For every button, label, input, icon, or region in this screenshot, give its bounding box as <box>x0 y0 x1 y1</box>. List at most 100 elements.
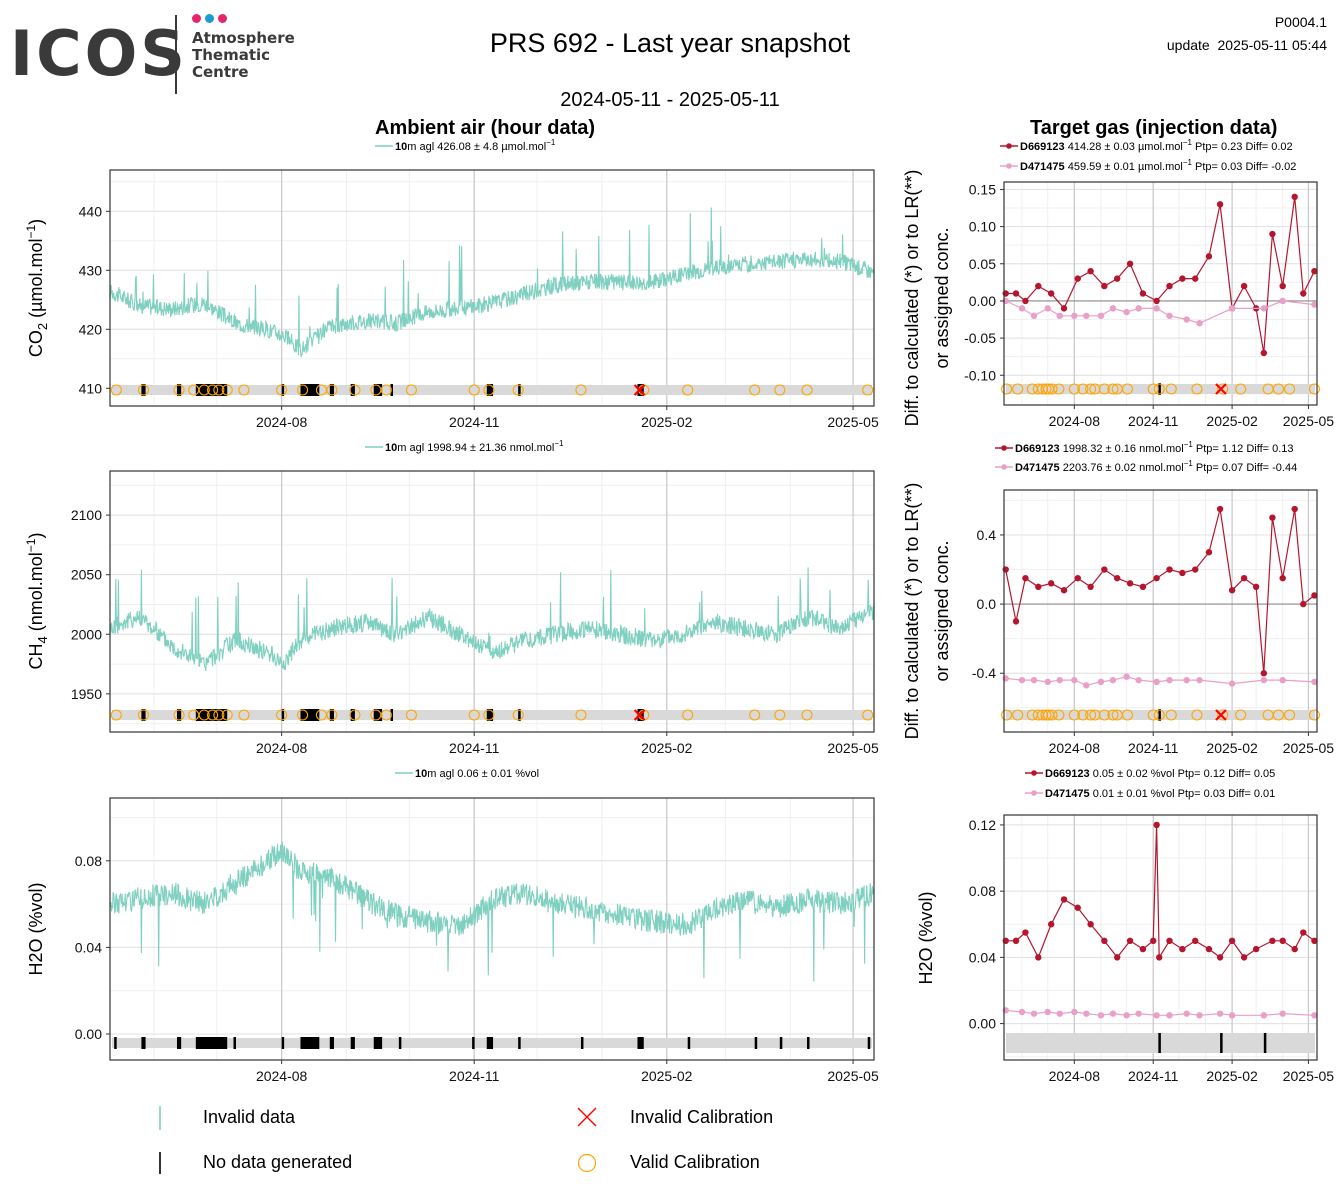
x-tick-label: 2025-05 <box>1283 740 1335 756</box>
no-data-marker <box>141 384 146 396</box>
valid-calibration-marker <box>238 384 250 396</box>
series-line <box>109 207 875 358</box>
valid-calibration-marker <box>575 709 587 721</box>
no-data-marker <box>141 709 146 721</box>
y-tick-label: 0.12 <box>969 817 996 833</box>
series-point <box>1166 676 1173 684</box>
series-point <box>1216 505 1224 513</box>
invalid-calibration-icon <box>577 1107 597 1127</box>
series-point <box>1252 583 1260 590</box>
valid-calibration-marker <box>512 709 524 721</box>
ambient-section-title: Ambient air (hour data) <box>375 117 596 139</box>
series-point <box>1123 1012 1130 1019</box>
series-point <box>1311 678 1318 686</box>
no-data-marker <box>141 1037 146 1049</box>
legend-swatch-dot <box>1031 790 1037 796</box>
no-data-marker <box>329 384 334 396</box>
series-point <box>1044 678 1051 686</box>
series-point <box>1166 1012 1173 1019</box>
series-point <box>1044 1008 1051 1016</box>
plot-panel <box>110 170 874 406</box>
no-data-marker <box>281 1037 285 1049</box>
no-data-marker <box>176 1037 182 1049</box>
svg-text:CO2 (µmol.mol−1): CO2 (µmol.mol−1) <box>24 219 50 357</box>
series-point <box>1205 549 1213 556</box>
series-point <box>1022 929 1029 936</box>
no-data-marker <box>486 1037 494 1049</box>
y-tick-label: 0.15 <box>969 181 996 197</box>
x-tick-label: 2024-11 <box>1128 413 1179 429</box>
valid-calibration-marker <box>862 384 874 396</box>
x-tick-label: 2025-02 <box>1206 1068 1258 1084</box>
valid-calibration-marker <box>110 384 122 396</box>
series-point <box>1166 282 1173 290</box>
valid-calibration-marker <box>405 709 417 721</box>
valid-calibration-marker <box>326 709 338 721</box>
valid-calibration-marker <box>1077 709 1089 721</box>
y-tick-label: 0.0 <box>977 596 997 612</box>
series-point <box>1109 676 1117 684</box>
valid-calibration-marker <box>349 709 361 721</box>
series-point <box>1087 921 1094 928</box>
page-title: PRS 692 - Last year snapshot <box>489 28 851 58</box>
no-data-marker <box>350 384 355 396</box>
valid-calibration-marker <box>483 384 495 396</box>
no-data-marker <box>1220 1033 1223 1053</box>
no-data-marker <box>472 1037 475 1049</box>
valid-calibration-marker <box>1077 383 1089 395</box>
series-point <box>1126 580 1134 587</box>
series-line <box>109 841 875 982</box>
series-point <box>1192 275 1199 282</box>
y-tick-label: 2000 <box>71 626 102 642</box>
valid-calibration-marker <box>1037 383 1049 395</box>
no-data-marker <box>373 1037 383 1049</box>
series-point <box>1056 1010 1063 1017</box>
legend-swatch-dot <box>1006 163 1012 169</box>
series-point <box>1087 268 1094 275</box>
series-point <box>1179 569 1186 577</box>
series-point <box>1101 566 1108 573</box>
series-point <box>1166 566 1173 573</box>
logo-dot <box>205 14 214 23</box>
valid-calibration-marker <box>1040 383 1052 395</box>
series-point <box>1166 937 1173 945</box>
series-point <box>1166 312 1173 319</box>
series-point <box>1260 305 1268 312</box>
logo-dot <box>218 14 227 23</box>
series-point <box>1153 1012 1160 1019</box>
plot-panel <box>1004 815 1317 1060</box>
legend-no-data: No data generated <box>203 1152 353 1172</box>
x-tick-label: 2024-08 <box>256 740 308 756</box>
valid-calibration-marker <box>1165 709 1177 721</box>
valid-calibration-marker <box>1046 383 1058 395</box>
no-data-marker <box>233 1037 236 1049</box>
series-point <box>1153 297 1160 305</box>
no-data-marker <box>637 1037 644 1049</box>
valid-calibration-marker <box>1037 709 1049 721</box>
valid-calibration-marker <box>276 709 288 721</box>
y-tick-label: 2100 <box>71 507 102 523</box>
legend-swatch-dot <box>1001 445 1007 451</box>
series-point <box>1056 312 1063 319</box>
series-point <box>1018 1008 1026 1016</box>
series-point <box>1228 1012 1236 1019</box>
series-point <box>1196 676 1203 684</box>
series-point <box>1022 574 1029 582</box>
series-point <box>1228 587 1236 594</box>
no-data-marker <box>329 1037 334 1049</box>
valid-calibration-marker <box>1217 383 1229 395</box>
x-tick-label: 2024-11 <box>449 1068 500 1084</box>
no-data-marker <box>300 384 320 396</box>
series-point <box>1300 929 1307 936</box>
y-tick-label: 410 <box>79 380 103 396</box>
series-point <box>1035 583 1042 590</box>
series-point <box>1056 676 1063 684</box>
series-point <box>1101 282 1108 290</box>
legend-invalid-data: Invalid data <box>203 1107 296 1127</box>
svg-text:CH4 (nmol.mol−1): CH4 (nmol.mol−1) <box>24 533 50 670</box>
logo-subtitle-line: Centre <box>192 63 249 81</box>
target-section-title: Target gas (injection data) <box>1030 117 1278 139</box>
valid-calibration-marker <box>1053 709 1065 721</box>
series-point <box>1311 937 1318 945</box>
plot-frame <box>1003 489 1318 733</box>
